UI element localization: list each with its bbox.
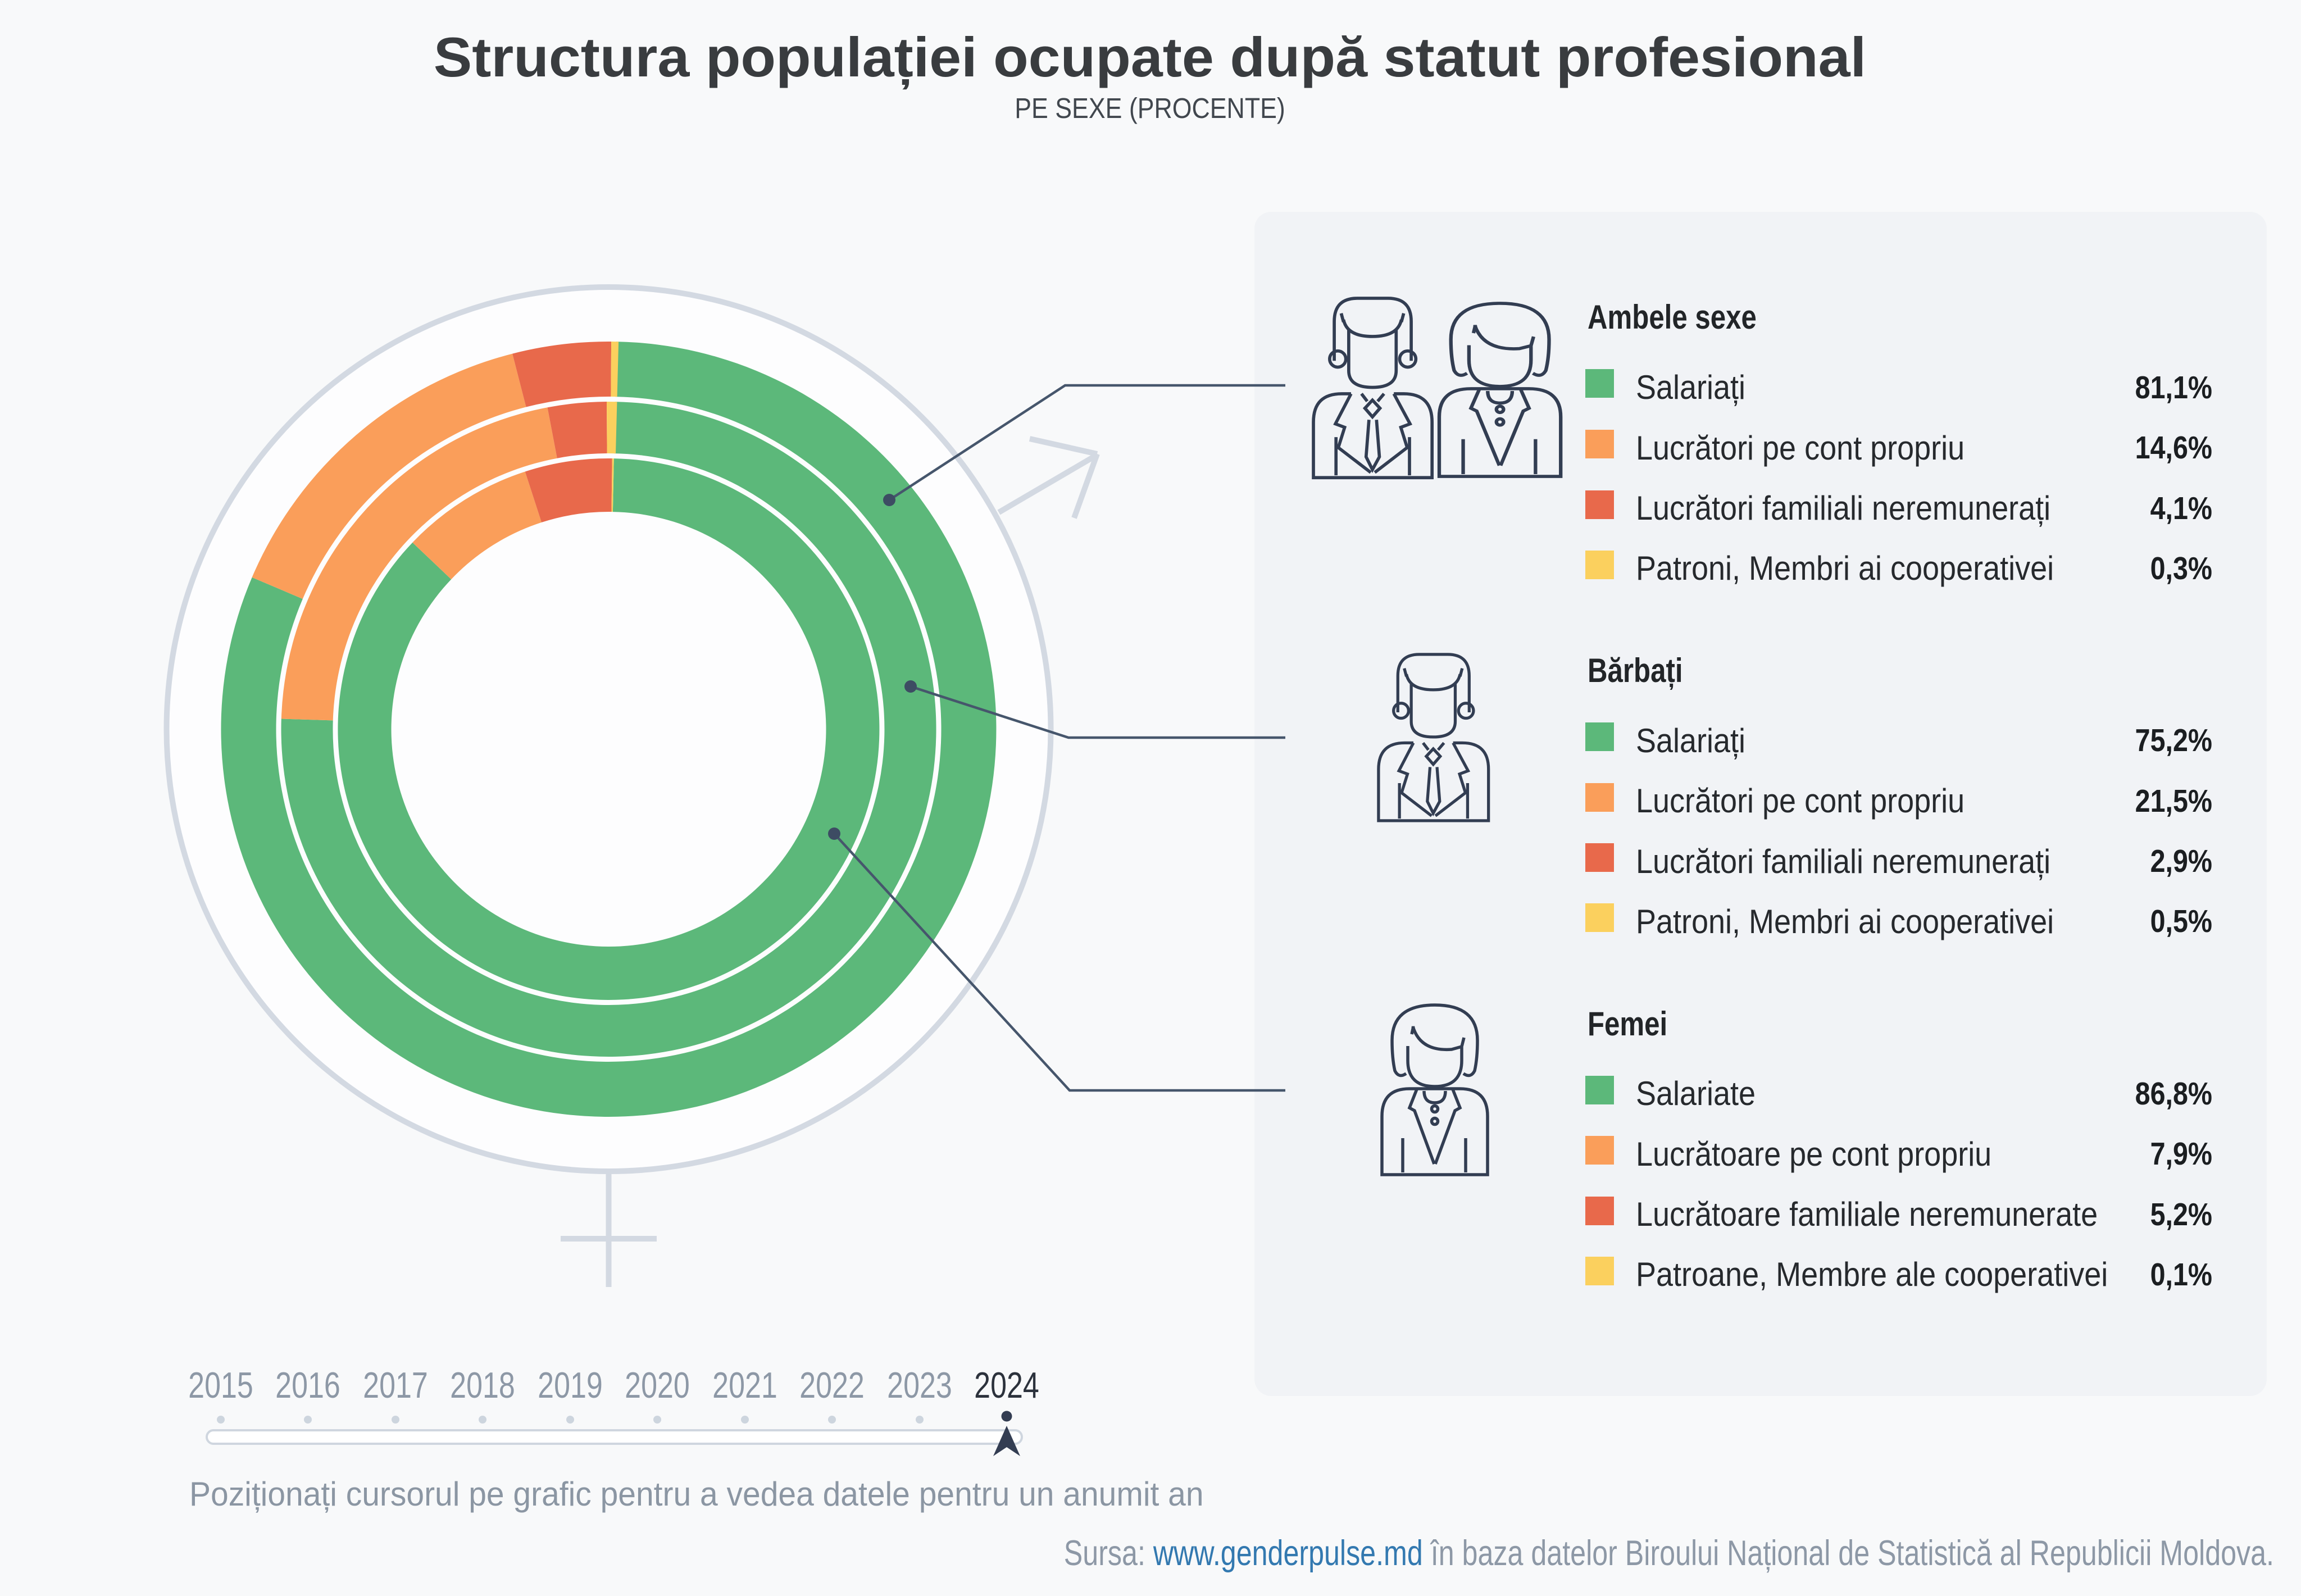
svg-text:Salariate: Salariate: [1636, 1075, 1756, 1112]
svg-text:Lucrători familiali neremunera: Lucrători familiali neremunerați: [1636, 843, 2050, 880]
svg-text:Femei: Femei: [1588, 1004, 1667, 1043]
svg-text:Lucrători pe cont propriu: Lucrători pe cont propriu: [1636, 429, 1965, 467]
svg-text:0,5%: 0,5%: [2150, 903, 2212, 939]
svg-text:2024: 2024: [974, 1366, 1039, 1406]
svg-text:2023: 2023: [887, 1366, 952, 1406]
svg-text:Lucrători familiali neremunera: Lucrători familiali neremunerați: [1636, 489, 2050, 527]
svg-text:Sursa: www.genderpulse.md în b: Sursa: www.genderpulse.md în baza datelo…: [1064, 1534, 2274, 1574]
svg-text:86,8%: 86,8%: [2135, 1076, 2212, 1112]
svg-text:75,2%: 75,2%: [2135, 722, 2212, 758]
svg-text:21,5%: 21,5%: [2135, 783, 2212, 819]
svg-text:Poziționați cursorul pe grafic: Poziționați cursorul pe grafic pentru a …: [189, 1476, 1204, 1513]
svg-text:Lucrători pe cont propriu: Lucrători pe cont propriu: [1636, 782, 1965, 820]
svg-text:14,6%: 14,6%: [2135, 430, 2212, 466]
svg-text:2021: 2021: [712, 1366, 777, 1406]
svg-text:7,9%: 7,9%: [2150, 1136, 2212, 1172]
svg-text:2,9%: 2,9%: [2150, 843, 2212, 879]
svg-text:PE SEXE (PROCENTE): PE SEXE (PROCENTE): [1015, 93, 1285, 124]
svg-text:Patroni, Membri ai cooperative: Patroni, Membri ai cooperativei: [1636, 903, 2054, 940]
svg-text:Bărbați: Bărbați: [1588, 651, 1682, 690]
svg-text:Salariați: Salariați: [1636, 369, 1745, 406]
svg-text:2016: 2016: [275, 1366, 340, 1406]
svg-text:5,2%: 5,2%: [2150, 1197, 2212, 1233]
svg-text:2017: 2017: [363, 1366, 428, 1406]
svg-text:0,1%: 0,1%: [2150, 1257, 2212, 1293]
svg-text:Salariați: Salariați: [1636, 722, 1745, 760]
svg-text:2022: 2022: [799, 1366, 865, 1406]
svg-text:Structura populației ocupate d: Structura populației ocupate după statut…: [434, 27, 1866, 90]
svg-text:2020: 2020: [625, 1366, 690, 1406]
svg-text:Patroane, Membre ale cooperati: Patroane, Membre ale cooperativei: [1636, 1256, 2108, 1293]
svg-text:2018: 2018: [450, 1366, 515, 1406]
svg-text:2019: 2019: [538, 1366, 603, 1406]
svg-text:4,1%: 4,1%: [2150, 490, 2212, 526]
svg-text:Lucrătoare familiale neremuner: Lucrătoare familiale neremunerate: [1636, 1195, 2098, 1233]
svg-text:Ambele sexe: Ambele sexe: [1588, 298, 1757, 336]
svg-text:0,3%: 0,3%: [2150, 551, 2212, 586]
svg-text:Lucrătoare pe cont propriu: Lucrătoare pe cont propriu: [1636, 1135, 1991, 1173]
svg-text:81,1%: 81,1%: [2135, 370, 2212, 406]
svg-text:Patroni, Membri ai cooperative: Patroni, Membri ai cooperativei: [1636, 549, 2054, 587]
svg-text:2015: 2015: [188, 1366, 253, 1406]
